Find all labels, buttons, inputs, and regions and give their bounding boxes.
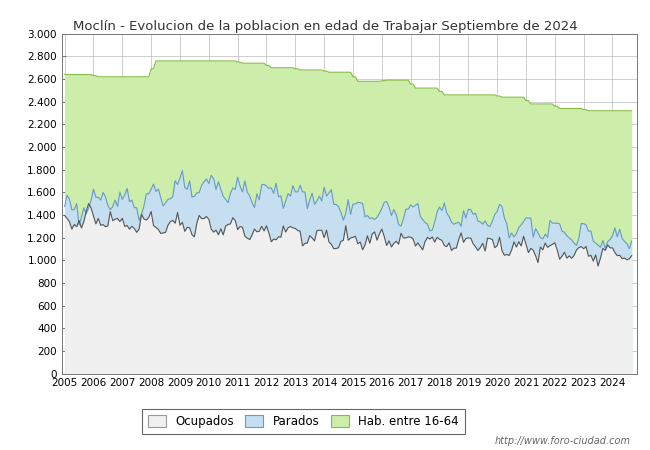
Text: foro-ciudad.com: foro-ciudad.com (235, 219, 464, 243)
Legend: Ocupados, Parados, Hab. entre 16-64: Ocupados, Parados, Hab. entre 16-64 (142, 409, 465, 434)
Text: Moclín - Evolucion de la poblacion en edad de Trabajar Septiembre de 2024: Moclín - Evolucion de la poblacion en ed… (73, 20, 577, 33)
Text: http://www.foro-ciudad.com: http://www.foro-ciudad.com (495, 436, 630, 446)
